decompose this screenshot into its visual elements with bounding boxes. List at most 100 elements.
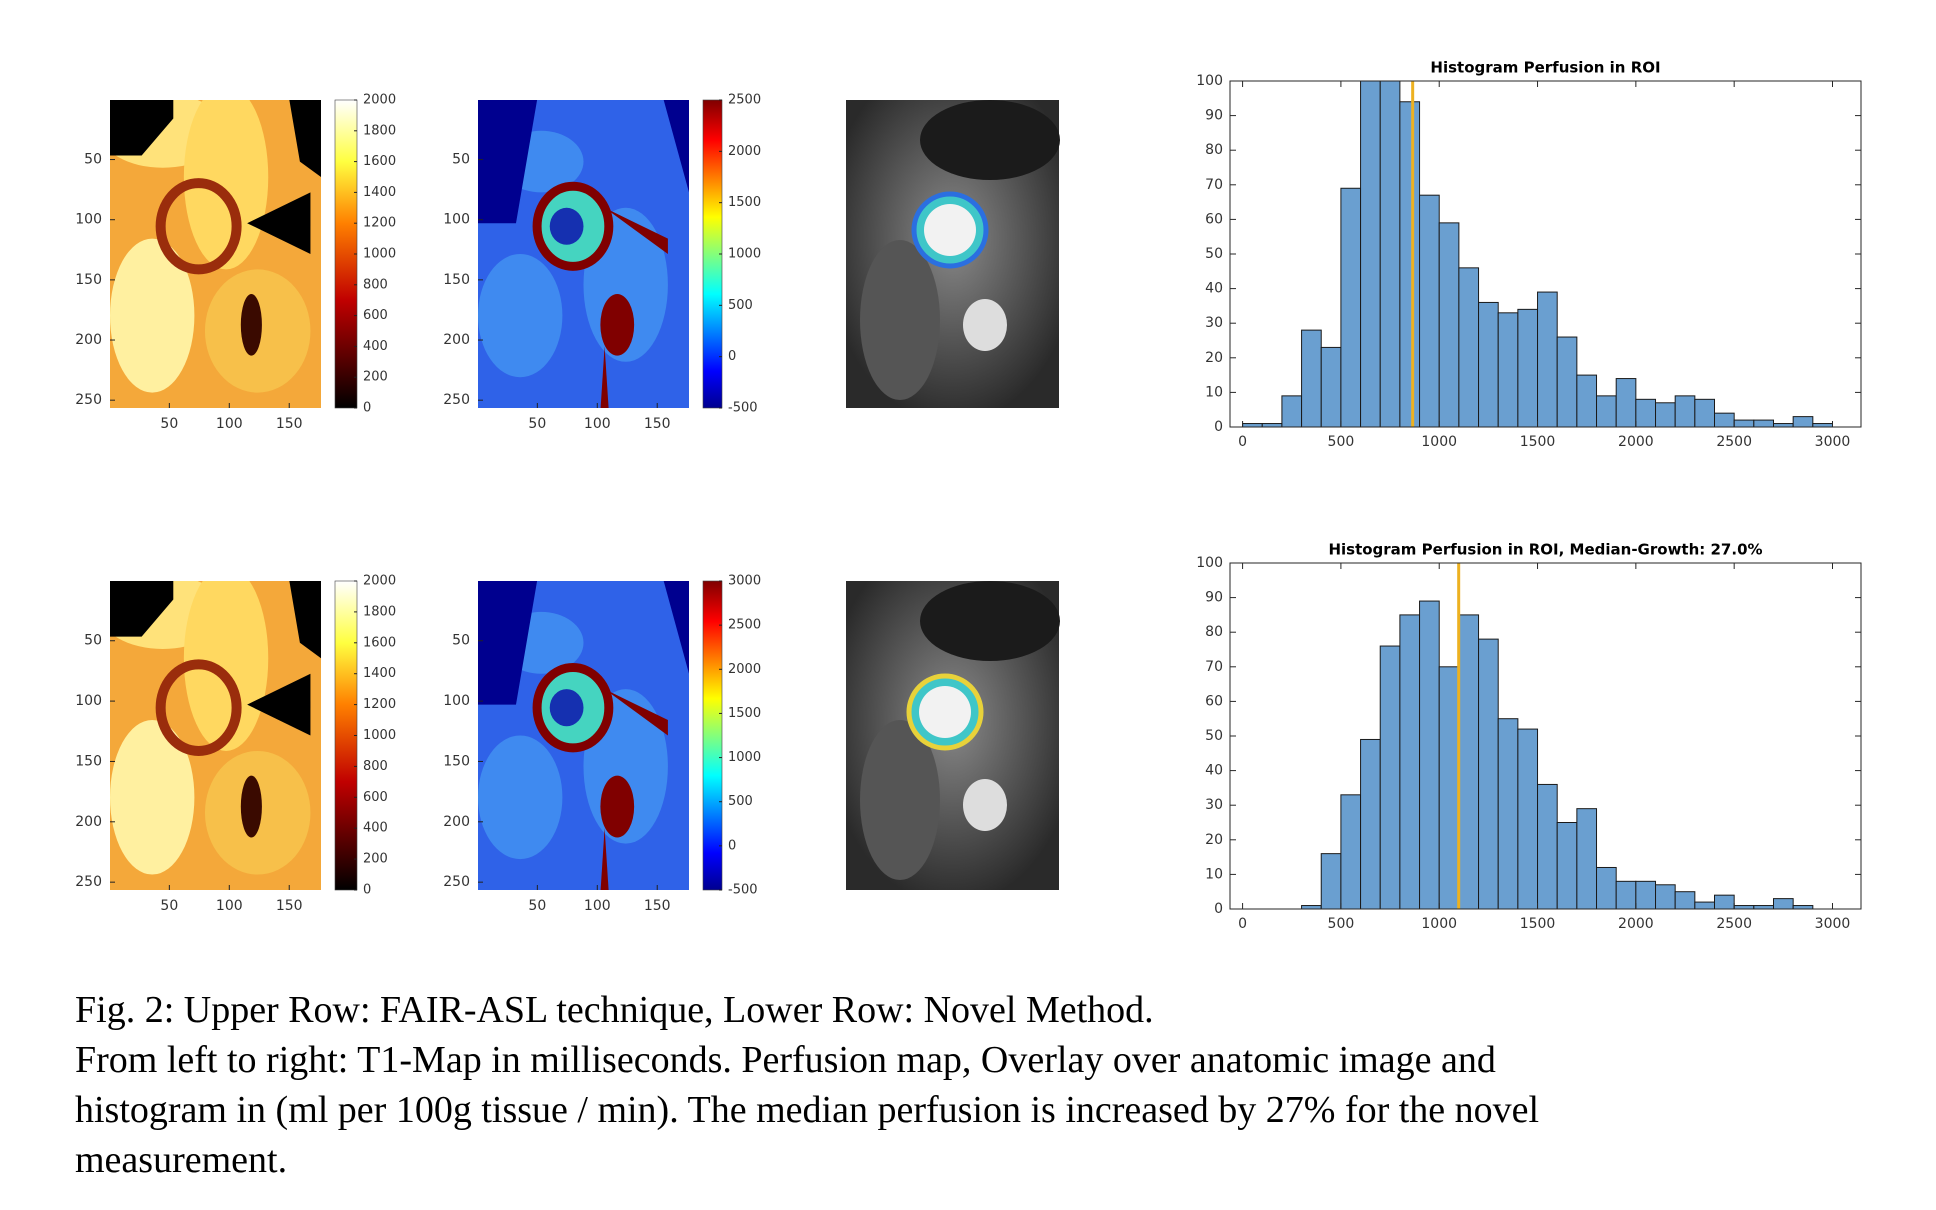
image (478, 100, 689, 408)
x-tick-label: 0 (1238, 916, 1247, 932)
y-tick-label: 100 (1196, 73, 1223, 89)
x-tick-label: 2000 (1618, 916, 1654, 932)
caption-line: From left to right: T1-Map in millisecon… (75, 1039, 1496, 1081)
bar (1537, 783, 1558, 909)
y-tick-label: 150 (75, 753, 102, 769)
y-tick-label: 50 (1205, 728, 1223, 744)
colorbar-tick-label: 3000 (728, 574, 761, 589)
bar (1576, 808, 1598, 909)
image-pixels (600, 346, 609, 408)
x-tick-label: 3000 (1815, 916, 1851, 932)
bar (1596, 395, 1617, 427)
x-tick-label: 50 (160, 416, 178, 432)
image-pixels (663, 100, 689, 193)
bar (1478, 638, 1499, 909)
bar (1792, 905, 1814, 909)
y-tick-label: 100 (443, 693, 470, 709)
y-tick-label: 10 (1205, 866, 1223, 882)
y-tick-label: 100 (443, 212, 470, 228)
y-tick-label: 80 (1205, 142, 1223, 158)
y-tick-label: 200 (443, 332, 470, 348)
y-tick-label: 200 (75, 814, 102, 830)
bar (1242, 423, 1263, 427)
bar (1655, 402, 1676, 427)
bar (1301, 329, 1322, 427)
bar (1438, 222, 1460, 427)
colorbar (702, 580, 723, 891)
x-tick-label: 1500 (1520, 916, 1556, 932)
y-tick-label: 100 (75, 212, 102, 228)
x-tick-label: 500 (1328, 916, 1355, 932)
colorbar-tick-label: 2500 (728, 93, 761, 108)
y-tick-label: 80 (1205, 624, 1223, 640)
x-tick-label: 100 (584, 898, 611, 914)
image-pixels (183, 581, 269, 751)
bar (1772, 898, 1794, 909)
colorbar-tick-label: 2000 (363, 93, 396, 108)
colorbar-tick-label: 1500 (728, 195, 761, 210)
image-pixels (289, 581, 321, 659)
image-pixels (247, 192, 311, 254)
colorbar-tick-label: 800 (363, 277, 388, 292)
colorbar-tick-label: 0 (728, 349, 736, 364)
x-tick-label: 1000 (1421, 434, 1457, 450)
bar (1478, 301, 1499, 427)
image-pixels (478, 100, 538, 224)
colorbar-tick-label: 1000 (363, 247, 396, 262)
bar (1556, 336, 1578, 427)
caption-line: histogram in (ml per 100g tissue / min).… (75, 1089, 1540, 1131)
image-pixels (478, 581, 538, 705)
y-tick-label: 30 (1205, 315, 1223, 331)
bar (1517, 308, 1539, 427)
image-pixels (478, 735, 563, 860)
x-tick-label: 100 (216, 416, 243, 432)
colorbar-tick-label: 1500 (728, 706, 761, 721)
bar (1497, 718, 1519, 909)
colorbar-tick-label: 0 (728, 838, 736, 853)
bar (1753, 905, 1774, 909)
colorbar-tick-label: 1200 (363, 216, 396, 231)
bar (1419, 194, 1440, 427)
x-tick-label: 0 (1238, 434, 1247, 450)
colorbar-tick-label: 1800 (363, 123, 396, 138)
x-tick-label: 150 (644, 898, 671, 914)
overlay-image-lower (846, 581, 1060, 890)
y-tick-label: 50 (84, 152, 102, 168)
image-pixels (600, 294, 635, 356)
y-tick-label: 250 (75, 874, 102, 890)
bar (1261, 423, 1283, 427)
image-pixels (289, 100, 321, 177)
y-tick-label: 200 (75, 332, 102, 348)
bar (1517, 728, 1539, 909)
colorbar-tick-label: 500 (728, 794, 753, 809)
bar (1812, 423, 1833, 427)
colorbar-tick-label: 1000 (728, 750, 761, 765)
y-tick-label: 10 (1205, 384, 1223, 400)
image-pixels (110, 720, 195, 875)
y-tick-label: 20 (1205, 350, 1223, 366)
y-tick-label: 30 (1205, 797, 1223, 813)
bar (1753, 419, 1774, 427)
y-tick-label: 70 (1205, 177, 1223, 193)
bar (1674, 395, 1696, 427)
bar (1320, 853, 1342, 909)
image-pixels (155, 659, 242, 756)
overlay-image-upper (846, 100, 1060, 408)
bar (1635, 398, 1657, 427)
y-tick-label: 40 (1205, 763, 1223, 779)
image-pixels (549, 207, 584, 245)
x-tick-label: 50 (528, 898, 546, 914)
x-tick-label: 3000 (1815, 434, 1851, 450)
colorbar-tick-label: -500 (728, 401, 758, 416)
y-tick-label: 90 (1205, 108, 1223, 124)
x-tick-label: 1000 (1421, 916, 1457, 932)
x-tick-label: 2000 (1618, 434, 1654, 450)
bar (1281, 395, 1303, 427)
bar (1301, 905, 1322, 909)
image-pixels (110, 581, 174, 637)
colorbar (334, 99, 358, 409)
bar (1458, 267, 1480, 427)
image-pixels (155, 178, 242, 275)
colorbar-tick-label: 600 (363, 308, 388, 323)
